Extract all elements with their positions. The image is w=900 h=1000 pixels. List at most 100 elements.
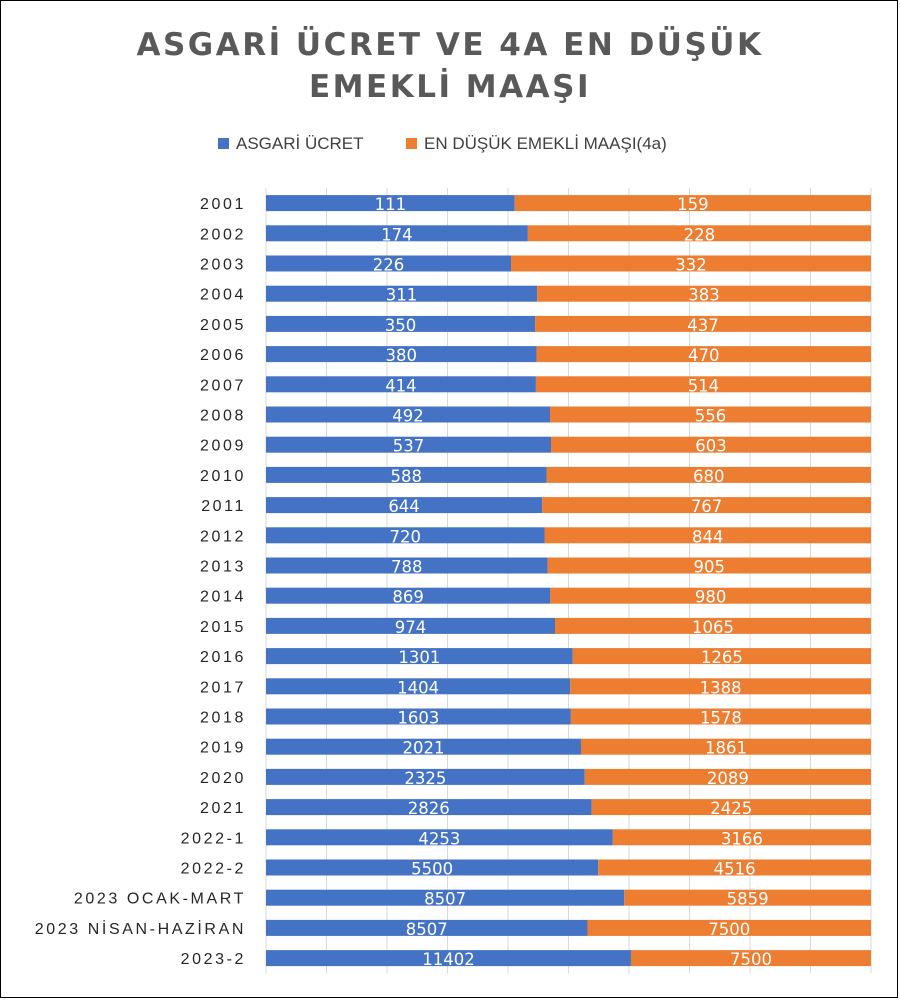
bar-asgari-26	[266, 950, 631, 967]
bar-asgari-8	[266, 406, 551, 423]
bar-asgari-4	[266, 285, 538, 302]
bar-asgari-6	[266, 346, 537, 363]
category-label-16: 2016	[200, 649, 246, 666]
category-label-9: 2009	[200, 438, 246, 455]
bar-emekli-4	[537, 285, 871, 302]
data-label-asgari-11: 644	[388, 497, 420, 516]
legend-label-1: ASGARİ ÜCRET	[236, 134, 364, 153]
data-label-emekli-26: 7500	[730, 950, 772, 969]
bar-asgari-5	[266, 315, 536, 332]
data-labels: 111 159 174 228 226 332 311 383 350 437 380 470 414 5…	[373, 195, 772, 969]
category-label-3: 2003	[200, 257, 246, 274]
bar-asgari-11	[266, 497, 543, 514]
chart-title-line-2: EMEKLİ MAAŞI	[309, 69, 591, 105]
chart-legend: ASGARİ ÜCRET EN DÜŞÜK EMEKLİ MAAŞI(4a)	[218, 134, 667, 153]
bar-asgari-14	[266, 587, 551, 604]
bar-emekli-24	[624, 889, 871, 906]
bar-asgari-21	[266, 799, 592, 816]
bar-asgari-3	[266, 255, 512, 272]
bar-asgari-24	[266, 889, 625, 906]
bar-emekli-20	[584, 768, 871, 785]
data-label-asgari-19: 2021	[402, 739, 444, 758]
category-label-22: 2022-1	[181, 830, 246, 847]
data-label-emekli-17: 1388	[700, 678, 742, 697]
category-label-7: 2007	[200, 377, 246, 394]
bar-asgari-9	[266, 436, 551, 453]
bar-emekli-3	[511, 255, 871, 272]
bar-emekli-26	[630, 950, 871, 967]
category-label-11: 2011	[201, 498, 246, 515]
legend-swatch-2	[406, 138, 417, 149]
bar-emekli-12	[544, 527, 871, 544]
data-label-asgari-17: 1404	[397, 678, 439, 697]
bar-emekli-25	[587, 919, 871, 936]
data-label-emekli-20: 2089	[707, 769, 749, 788]
data-label-emekli-11: 767	[691, 497, 723, 516]
category-label-6: 2006	[200, 347, 246, 364]
bar-emekli-8	[550, 406, 871, 423]
data-label-asgari-1: 111	[375, 195, 407, 214]
category-label-15: 2015	[200, 619, 246, 636]
data-label-asgari-24: 8507	[424, 890, 466, 909]
data-label-emekli-6: 470	[688, 346, 720, 365]
category-label-25: 2023 NİSAN-HAZİRAN	[35, 919, 246, 938]
data-label-emekli-4: 383	[688, 286, 720, 305]
bar-emekli-10	[546, 466, 871, 483]
data-label-asgari-25: 8507	[406, 920, 448, 939]
bar-emekli-15	[554, 617, 871, 634]
data-label-asgari-9: 537	[393, 437, 425, 456]
bar-emekli-19	[580, 738, 871, 755]
category-label-20: 2020	[200, 770, 246, 787]
bar-asgari-16	[266, 648, 573, 665]
data-label-emekli-16: 1265	[701, 648, 743, 667]
category-label-5: 2005	[200, 317, 246, 334]
data-label-asgari-12: 720	[390, 527, 422, 546]
bar-emekli-14	[550, 587, 871, 604]
bar-asgari-18	[266, 708, 571, 725]
bar-asgari-1	[266, 195, 515, 212]
data-label-emekli-2: 228	[684, 225, 716, 244]
legend-swatch-1	[218, 138, 229, 149]
category-label-8: 2008	[200, 408, 246, 425]
data-label-emekli-10: 680	[693, 467, 725, 486]
bar-asgari-7	[266, 376, 536, 393]
data-label-emekli-12: 844	[692, 527, 724, 546]
data-label-emekli-9: 603	[695, 437, 727, 456]
bar-emekli-18	[570, 708, 871, 725]
category-label-12: 2012	[200, 528, 246, 545]
category-label-21: 2021	[200, 800, 246, 817]
data-label-emekli-23: 4516	[714, 860, 756, 879]
data-label-asgari-5: 350	[385, 316, 417, 335]
category-label-23: 2022-2	[181, 861, 246, 878]
bar-asgari-22	[266, 829, 613, 846]
data-label-emekli-18: 1578	[700, 709, 742, 728]
data-label-asgari-3: 226	[373, 256, 405, 275]
bar-emekli-6	[536, 346, 871, 363]
category-label-1: 2001	[200, 196, 246, 213]
bar-emekli-13	[547, 557, 871, 574]
bar-asgari-2	[266, 225, 528, 242]
data-label-emekli-13: 905	[694, 558, 726, 577]
category-label-24: 2023 OCAK-MART	[74, 891, 246, 908]
category-label-4: 2004	[200, 287, 246, 304]
bar-emekli-9	[550, 436, 871, 453]
chart-title: ASGARİ ÜCRET VE 4A EN DÜŞÜK EMEKLİ MAAŞI	[136, 26, 761, 105]
data-label-emekli-19: 1861	[705, 739, 747, 758]
category-label-19: 2019	[200, 740, 246, 757]
data-label-asgari-7: 414	[385, 376, 417, 395]
bar-emekli-16	[572, 648, 871, 665]
data-label-emekli-8: 556	[695, 407, 727, 426]
data-label-asgari-26: 11402	[422, 950, 475, 969]
bar-emekli-23	[598, 859, 871, 876]
bar-emekli-5	[535, 315, 871, 332]
data-label-asgari-8: 492	[392, 407, 424, 426]
data-label-emekli-24: 5859	[727, 890, 769, 909]
data-label-asgari-23: 5500	[411, 860, 453, 879]
data-label-emekli-5: 437	[687, 316, 719, 335]
data-label-emekli-21: 2425	[710, 799, 752, 818]
data-label-emekli-15: 1065	[692, 618, 734, 637]
bar-emekli-21	[591, 799, 871, 816]
data-label-asgari-2: 174	[381, 225, 413, 244]
bar-asgari-15	[266, 617, 555, 634]
data-label-emekli-25: 7500	[708, 920, 750, 939]
